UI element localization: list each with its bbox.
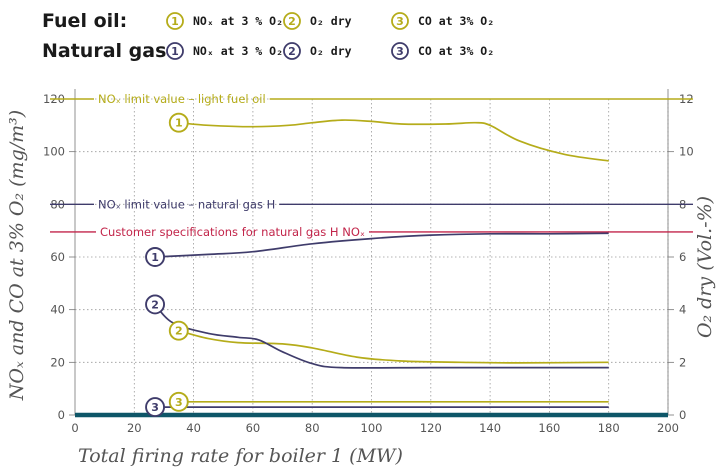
- legend-marker-number: 2: [288, 15, 296, 28]
- series-oil-2: [178, 329, 609, 364]
- legend-marker-number: 2: [288, 45, 296, 58]
- x-tick-label: 80: [305, 421, 320, 435]
- y-right-tick-label: 2: [679, 355, 686, 369]
- y-left-tick-label: 40: [50, 303, 65, 317]
- legend-marker-icon: [283, 42, 301, 60]
- legend-marker-number: 1: [171, 45, 179, 58]
- grid: [74, 89, 669, 415]
- x-tick-label: 60: [246, 421, 261, 435]
- series-line: [178, 119, 609, 162]
- x-tick-label: 120: [420, 421, 442, 435]
- y-left-tick-label: 60: [50, 250, 65, 264]
- reference-line-label: NOₓ limit value – natural gas H: [98, 197, 275, 211]
- x-tick-label: 100: [361, 421, 383, 435]
- legend-marker-icon: [283, 12, 301, 30]
- legend: Fuel oil: 1 NOₓ at 3 % O₂ 2 O₂ dry 3 CO at 3% …: [42, 10, 494, 62]
- y-left-tick-label: 100: [43, 145, 65, 159]
- y-right-tick-label: 10: [679, 145, 694, 159]
- series-marker-icon: [168, 320, 189, 341]
- y-right-tick-label: 6: [679, 250, 686, 264]
- legend-item-label: CO at 3% O₂: [418, 44, 494, 58]
- y-left-tick-label: 20: [50, 355, 65, 369]
- legend-item-label: NOₓ at 3 % O₂: [193, 14, 283, 28]
- legend-item-label: NOₓ at 3 % O₂: [193, 44, 283, 58]
- series-line: [154, 303, 609, 369]
- x-tick-label: 20: [127, 421, 142, 435]
- y-right-tick-label: 4: [679, 303, 686, 317]
- series-gas-1: [155, 232, 609, 258]
- x-tick-label: 160: [538, 421, 560, 435]
- series-marker-number: 1: [151, 251, 159, 264]
- legend-row-natural-gas: Natural gas:1 NOₓ at 3 % O₂ 2 O₂ dry 3 CO at …: [42, 40, 494, 62]
- legend-item-label: CO at 3% O₂: [418, 14, 494, 28]
- legend-marker-number: 3: [396, 15, 404, 28]
- legend-marker-icon: [166, 12, 184, 30]
- y-axis-right-label: O₂ dry (Vol.-%): [694, 196, 716, 338]
- x-tick-label: 200: [657, 421, 679, 435]
- reference-line: NOₓ limit value – natural gas H: [50, 197, 693, 211]
- legend-marker-icon: [166, 42, 184, 60]
- series-marker-number: 2: [151, 298, 159, 311]
- reference-line: NOₓ limit value – light fuel oil: [50, 92, 693, 106]
- legend-item-label: O₂ dry: [310, 14, 352, 28]
- series-line: [178, 329, 609, 364]
- legend-marker-icon: [391, 12, 409, 30]
- series-marker-number: 3: [151, 401, 159, 414]
- series-gas-2: [154, 303, 609, 369]
- x-axis-label: Total firing rate for boiler 1 (MW): [78, 445, 403, 467]
- series-marker-icon: [168, 391, 189, 412]
- legend-marker-number: 1: [171, 15, 179, 28]
- series-marker-icon: [145, 294, 166, 315]
- series-group: [154, 119, 609, 408]
- legend-row-fuel-oil: Fuel oil: 1 NOₓ at 3 % O₂ 2 O₂ dry 3 CO at 3% …: [42, 10, 494, 32]
- legend-title: Natural gas:: [42, 40, 174, 62]
- series-markers: 1 2 3 1 2 3: [145, 112, 189, 418]
- series-marker-icon: [145, 397, 166, 418]
- series-oil-1: [178, 119, 609, 162]
- series-marker-icon: [168, 112, 189, 133]
- ticks: 0 20 40 60 80 100 120 140 160 180 2000204060801001…: [43, 92, 694, 435]
- x-tick-label: 140: [479, 421, 501, 435]
- legend-marker-icon: [391, 42, 409, 60]
- series-marker-number: 2: [175, 325, 183, 338]
- reference-line-label: Customer specifications for natural gas …: [100, 225, 365, 239]
- y-right-tick-label: 0: [679, 408, 686, 422]
- x-tick-label: 40: [186, 421, 201, 435]
- reference-line-label: NOₓ limit value – light fuel oil: [98, 92, 266, 106]
- series-marker-number: 3: [175, 396, 183, 409]
- reference-line: Customer specifications for natural gas …: [50, 225, 693, 239]
- x-tick-label: 0: [71, 421, 78, 435]
- series-line: [155, 232, 609, 258]
- y-left-tick-label: 0: [58, 408, 65, 422]
- y-axis-left-label: NOₓ and CO at 3% O₂ (mg/m³): [6, 110, 28, 401]
- legend-title: Fuel oil:: [42, 10, 127, 32]
- reference-lines: NOₓ limit value – light fuel oil NOₓ limi…: [50, 92, 693, 239]
- series-marker-number: 1: [175, 117, 183, 130]
- series-marker-icon: [145, 247, 166, 267]
- legend-marker-number: 3: [396, 45, 404, 58]
- x-tick-label: 180: [598, 421, 620, 435]
- legend-item-label: O₂ dry: [310, 44, 352, 58]
